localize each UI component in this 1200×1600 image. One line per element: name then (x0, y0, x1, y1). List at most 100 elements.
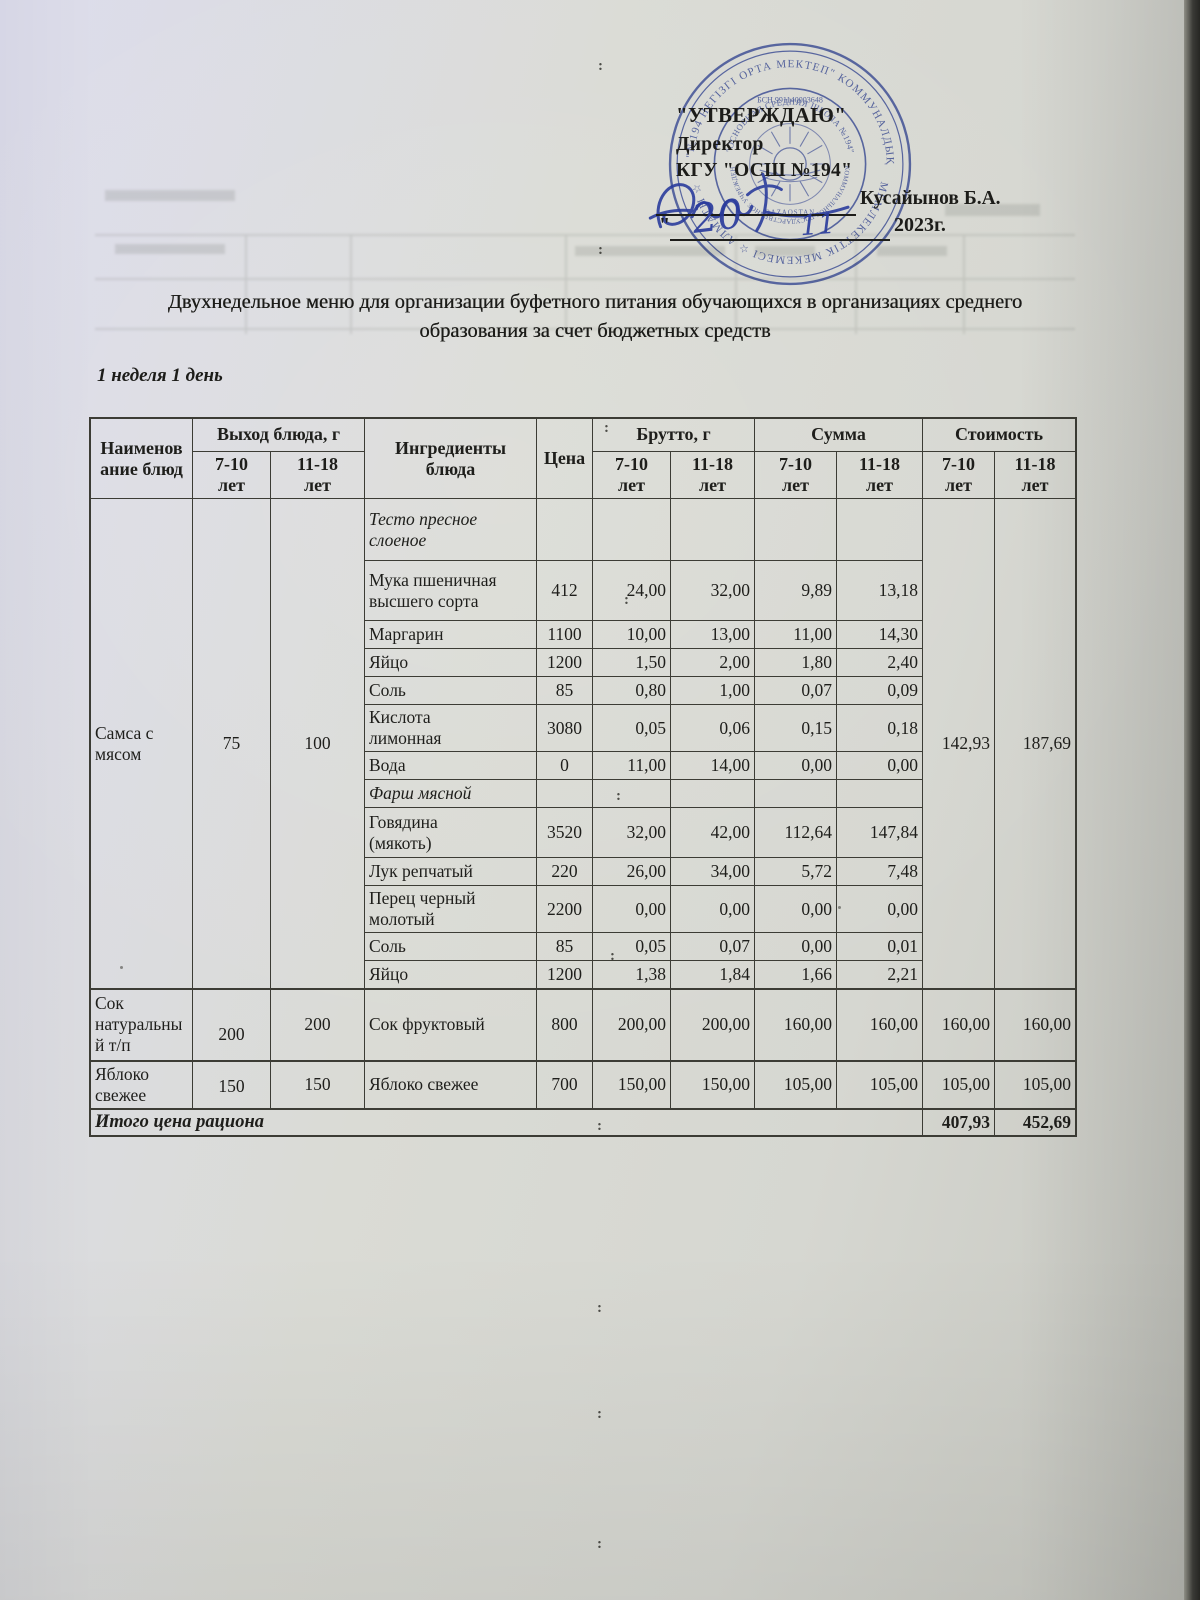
cell-ingredient: Вода (364, 751, 537, 781)
scan-speck (838, 906, 841, 909)
bleedthrough-line (95, 328, 1075, 330)
apple-output-11-18: 150 (270, 1059, 365, 1110)
cell-sum-11-18: 0,09 (836, 676, 924, 706)
cell-brutto-7-10: 1,50 (592, 648, 671, 678)
ingredient-row: Вода 0 11,00 14,00 0,00 0,00 (91, 751, 1076, 781)
cell-brutto-11-18: 14,00 (669, 751, 756, 781)
cell-brutto-11-18: 42,00 (669, 807, 756, 859)
cell-sum-7-10 (754, 779, 838, 809)
cell-ingredient: Тесто пресное слоеное (364, 498, 537, 562)
cell-sum-7-10: 5,72 (754, 857, 838, 887)
bleedthrough-line (755, 246, 815, 256)
col-header-price: Цена (536, 417, 593, 500)
cell-ingredient: Маргарин (364, 620, 537, 650)
cell-sum-11-18: 0,00 (836, 885, 924, 934)
scan-artifact: : (616, 788, 621, 804)
cell-price: 3520 (536, 807, 593, 859)
juice-output-7-10: 200 (192, 987, 271, 1062)
bleedthrough-line (565, 234, 567, 334)
bleedthrough-ghost (95, 182, 1075, 337)
date-open-quote: " (659, 214, 671, 236)
cell-sum-11-18: 0,01 (836, 932, 924, 962)
cell-price: 85 (536, 932, 593, 962)
subheader-sum-age-11-18: 11-18 лет (836, 450, 924, 500)
cell-price (536, 779, 593, 809)
cell-brutto-7-10: 0,05 (592, 932, 671, 962)
cell-brutto-11-18: 0,06 (669, 704, 756, 753)
cell-ingredient: Сок фруктовый (364, 987, 537, 1062)
scan-artifact: : (597, 1536, 602, 1552)
handwritten-month: 11 (798, 206, 837, 243)
dish-row-apple: Яблоко свежее 150 150 Яблоко свежее 700 … (90, 1059, 1077, 1110)
bleedthrough-line (245, 234, 247, 334)
ingredient-row: Самса с мясом 75 100 Тесто пресное слоен… (90, 498, 1077, 990)
cell-price: 220 (536, 857, 593, 887)
apple-cost-11-18: 105,00 (994, 1059, 1077, 1110)
col-header-sum: Сумма (754, 418, 924, 452)
dish-row-juice: Сок натуральны й т/п 200 200 Сок фруктов… (90, 987, 1077, 1062)
total-label: Итого цена рациона (89, 1107, 924, 1137)
bleedthrough-line (963, 234, 965, 334)
cell-price: 2200 (536, 885, 593, 934)
cell-sum-7-10: 112,64 (754, 807, 838, 859)
subheader-sum-age-7-10: 7-10 лет (754, 450, 838, 500)
cell-price: 800 (536, 987, 593, 1062)
cell-brutto-11-18: 200,00 (669, 987, 756, 1062)
signature-line (656, 190, 856, 216)
cell-price (536, 498, 593, 562)
ingredient-row: Лук репчатый 220 26,00 34,00 5,72 7,48 (91, 857, 1076, 887)
title-line-1: Двухнедельное меню для организации буфет… (167, 291, 1023, 313)
dish-name-apple: Яблоко свежее (90, 1059, 193, 1110)
subheader-output-age-7-10: 7-10 лет (192, 450, 271, 500)
cell-brutto-11-18: 1,00 (669, 676, 756, 706)
subheader-brutto-age-11-18: 11-18 лет (669, 450, 756, 500)
bleedthrough-line (575, 246, 725, 256)
cell-sum-7-10 (754, 498, 838, 562)
ingredient-row: Яйцо 1200 1,38 1,84 1,66 2,21 (91, 960, 1076, 990)
cell-sum-7-10: 105,00 (754, 1059, 838, 1110)
cell-sum-11-18 (836, 498, 924, 562)
cell-brutto-7-10: 26,00 (592, 857, 671, 887)
total-cost-11-18: 452,69 (994, 1107, 1077, 1137)
header-row-2: 7-10 лет 11-18 лет 7-10 лет 11-18 лет 7-… (91, 450, 1077, 500)
col-header-dish-name: Наименов ание блюд (90, 417, 193, 500)
cell-ingredient: Соль (364, 932, 537, 962)
cell-brutto-7-10: 1,38 (592, 960, 671, 990)
cell-brutto-11-18: 0,07 (669, 932, 756, 962)
cell-ingredient: Фарш мясной (364, 779, 537, 809)
ingredient-row: Фарш мясной (91, 779, 1076, 809)
total-cost-7-10: 407,93 (922, 1107, 996, 1137)
cell-brutto-11-18: 13,00 (669, 620, 756, 650)
bleedthrough-line (877, 246, 947, 256)
col-header-brutto: Брутто, г (591, 418, 756, 452)
cell-sum-11-18: 2,21 (836, 960, 924, 990)
header-row-1: Наименов ание блюд Выход блюда, г Ингред… (90, 417, 1077, 500)
bleedthrough-line (95, 234, 1075, 236)
cell-brutto-11-18: 2,00 (669, 648, 756, 678)
cell-ingredient: Говядина (мякоть) (364, 807, 537, 859)
cell-ingredient: Лук репчатый (364, 857, 537, 887)
seal-bsn-text: БСН 991140003648 (757, 96, 823, 105)
ingredient-row: Маргарин 1100 10,00 13,00 11,00 14,30 (91, 620, 1076, 650)
cell-sum-7-10: 0,15 (754, 704, 838, 753)
cell-price: 0 (536, 751, 593, 781)
date-line (670, 212, 890, 241)
scan-artifact: : (610, 948, 615, 964)
cell-price: 1100 (536, 620, 593, 650)
title-line-2: образования за счет бюджетных средств (419, 320, 771, 343)
subheader-output-age-11-18: 11-18 лет (270, 450, 365, 500)
bleedthrough-line (945, 204, 1040, 216)
cell-sum-11-18: 14,30 (836, 620, 924, 650)
cell-sum-7-10: 0,00 (754, 751, 838, 781)
cell-sum-11-18: 0,18 (836, 704, 924, 753)
cell-sum-7-10: 1,80 (754, 648, 838, 678)
dish-name-juice: Сок натуральны й т/п (90, 987, 193, 1062)
cell-sum-11-18: 0,00 (836, 751, 924, 781)
cell-brutto-11-18: 32,00 (669, 560, 756, 622)
cell-ingredient: Кислота лимонная (364, 704, 537, 753)
bleedthrough-line (105, 190, 235, 201)
scan-artifact: : (598, 242, 603, 258)
approval-year: 2023г. (894, 214, 946, 236)
